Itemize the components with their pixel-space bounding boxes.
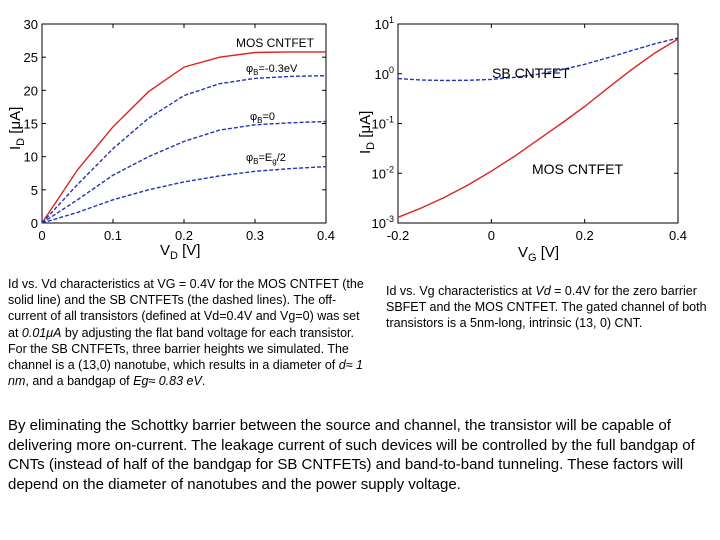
y-tick-label: 100 xyxy=(375,65,394,82)
caption-id-vd: Id vs. Vd characteristics at VG = 0.4V f… xyxy=(8,277,364,389)
x-axis-label: VG [V] xyxy=(518,244,559,264)
annotation-sb-cntfet: SB CNTFET xyxy=(492,65,570,81)
summary-paragraph: By eliminating the Schottky barrier betw… xyxy=(8,417,695,493)
y-tick-label: 10 xyxy=(24,150,38,165)
annotation-mos-cntfet: MOS CNTFET xyxy=(236,36,315,50)
x-tick-label: 0.4 xyxy=(669,228,687,243)
y-tick-label: 5 xyxy=(31,183,38,198)
y-tick-label: 25 xyxy=(24,50,38,65)
y-axis-label: ID [μA] xyxy=(357,111,377,154)
x-tick-label: -0.2 xyxy=(387,228,409,243)
x-tick-label: 0.2 xyxy=(576,228,594,243)
series-line-0 xyxy=(397,38,679,218)
series-line-0 xyxy=(41,51,326,224)
y-tick-label: 0 xyxy=(31,216,38,231)
x-tick-label: 0.1 xyxy=(104,228,122,243)
y-tick-label: 10-2 xyxy=(372,164,394,181)
series-line-1 xyxy=(41,75,327,224)
annotation-phib-eg2: φB=Eg/2 xyxy=(246,152,286,166)
series-line-1 xyxy=(397,37,679,82)
y-tick-label: 15 xyxy=(24,117,38,132)
y-tick-label: 10-1 xyxy=(372,115,394,132)
id-vd-chart: 0 0.1 0.2 0.3 0.4 0 5 10 15 20 25 30 MOS CNTFET φB=… xyxy=(7,17,335,262)
series-line-2 xyxy=(41,120,327,224)
annotation-mos-cntfet: MOS CNTFET xyxy=(532,161,623,177)
x-tick-label: 0.2 xyxy=(175,228,193,243)
x-tick-label: 0.3 xyxy=(246,228,264,243)
y-tick-label: 20 xyxy=(24,83,38,98)
annotation-phib-neg03: φB=-0.3eV xyxy=(246,63,298,77)
series-line-3 xyxy=(41,165,327,224)
annotation-phib-0: φB=0 xyxy=(250,111,275,125)
y-tick-label: 101 xyxy=(375,15,394,32)
plot-frame xyxy=(397,23,679,224)
y-tick-label: 10-3 xyxy=(372,214,394,231)
caption-id-vg: Id vs. Vg characteristics at Vd = 0.4V f… xyxy=(386,284,707,331)
y-axis-label: ID [μA] xyxy=(7,107,27,150)
x-tick-label: 0 xyxy=(38,228,45,243)
y-tick-label: 30 xyxy=(24,17,38,32)
x-tick-label: 0 xyxy=(488,228,495,243)
x-tick-label: 0.4 xyxy=(317,228,335,243)
x-axis-label: VD [V] xyxy=(160,242,200,262)
